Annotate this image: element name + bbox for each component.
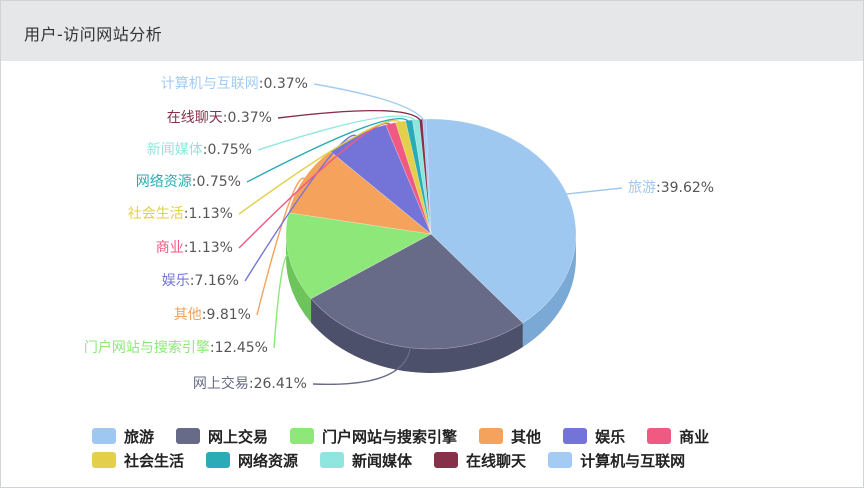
slice-label: 其他:9.81% xyxy=(174,307,251,323)
legend-item[interactable]: 网上交易 xyxy=(176,426,268,447)
legend-item[interactable]: 新闻媒体 xyxy=(320,450,412,471)
leader-line-在线聊天 xyxy=(277,109,422,122)
legend-swatch xyxy=(563,428,588,444)
legend-swatch xyxy=(92,452,116,468)
legend-item[interactable]: 旅游 xyxy=(92,426,154,447)
legend-swatch xyxy=(206,452,231,468)
legend-item[interactable]: 门户网站与搜索引擎 xyxy=(290,426,457,447)
legend-label: 网络资源 xyxy=(238,451,299,470)
legend-item[interactable]: 计算机与互联网 xyxy=(548,450,685,471)
slice-label: 新闻媒体:0.75% xyxy=(147,142,252,158)
leader-line-商业 xyxy=(238,122,393,249)
slice-labels: 旅游:39.62% 网上交易:26.41% 门户网站与搜索引擎:12.45% 其他:9… xyxy=(84,76,714,392)
chart-legend: 旅游 网上交易 门户网站与搜索引擎 其他 娱乐 商业 社会生活 网络资源 新闻媒体 在线聊天 计算… xyxy=(92,424,812,472)
legend-item[interactable]: 商业 xyxy=(647,426,709,447)
pie-chart: 旅游:39.62% 网上交易:26.41% 门户网站与搜索引擎:12.45% 其他:9… xyxy=(84,76,714,392)
legend-swatch xyxy=(647,428,672,444)
leader-line-其他 xyxy=(256,177,307,316)
leader-line-娱乐 xyxy=(244,134,359,282)
legend-item[interactable]: 娱乐 xyxy=(563,426,625,447)
legend-item[interactable]: 社会生活 xyxy=(92,450,184,471)
pie-slice-商业 xyxy=(385,122,432,235)
panel-title: 用户-访问网站分析 xyxy=(24,25,163,44)
legend-label: 新闻媒体 xyxy=(352,451,413,470)
legend-label: 商业 xyxy=(679,427,710,446)
pie-tops xyxy=(285,118,577,350)
legend-label: 门户网站与搜索引擎 xyxy=(322,427,458,446)
leader-line-新闻媒体 xyxy=(257,115,417,151)
leader-lines xyxy=(238,83,623,386)
legend-item[interactable]: 其他 xyxy=(479,426,541,447)
pie-slice-门户网站与搜索引擎 xyxy=(285,212,432,299)
legend-label: 旅游 xyxy=(124,427,155,446)
legend-label: 计算机与互联网 xyxy=(580,451,686,470)
slice-label: 网络资源:0.75% xyxy=(136,174,241,190)
legend-label: 社会生活 xyxy=(124,451,185,470)
slice-label: 计算机与互联网:0.37% xyxy=(161,76,308,92)
pie-slice-社会生活 xyxy=(395,120,432,235)
legend-swatch xyxy=(92,428,116,444)
legend-label: 娱乐 xyxy=(595,427,626,446)
leader-line-门户网站与搜索引擎 xyxy=(273,253,293,349)
legend-label: 网上交易 xyxy=(208,427,269,446)
slice-label: 网上交易:26.41% xyxy=(193,375,307,392)
leader-line-网上交易 xyxy=(312,345,412,386)
legend-row: 社会生活 网络资源 新闻媒体 在线聊天 计算机与互联网 xyxy=(92,448,812,472)
slice-label: 社会生活:1.13% xyxy=(128,206,233,222)
pie-side-门户网站与搜索引擎 xyxy=(286,234,312,323)
leader-line-旅游 xyxy=(563,187,623,195)
legend-swatch xyxy=(290,428,315,444)
legend-label: 其他 xyxy=(511,427,542,446)
legend-label: 在线聊天 xyxy=(466,451,527,470)
legend-swatch xyxy=(479,428,504,444)
pie-side-旅游 xyxy=(522,234,576,347)
leader-line-社会生活 xyxy=(238,120,402,215)
panel-header: 用户-访问网站分析 xyxy=(1,1,863,61)
legend-swatch xyxy=(176,428,201,444)
legend-item[interactable]: 网络资源 xyxy=(206,450,298,471)
legend-item[interactable]: 在线聊天 xyxy=(434,450,526,471)
legend-swatch xyxy=(320,452,345,468)
legend-swatch xyxy=(548,452,573,468)
slice-label: 娱乐:7.16% xyxy=(162,273,239,289)
legend-swatch xyxy=(434,452,459,468)
slice-label: 商业:1.13% xyxy=(156,240,233,256)
leader-line-计算机与互联网 xyxy=(313,83,426,122)
slice-label: 在线聊天:0.37% xyxy=(167,110,272,126)
pie-sides xyxy=(286,234,576,373)
leader-line-网络资源 xyxy=(246,117,411,183)
legend-row: 旅游 网上交易 门户网站与搜索引擎 其他 娱乐 商业 xyxy=(92,424,812,448)
slice-label: 旅游:39.62% xyxy=(628,180,714,196)
pie-slice-网络资源 xyxy=(405,119,432,235)
pie-side-网上交易 xyxy=(311,298,523,373)
slice-label: 门户网站与搜索引擎:12.45% xyxy=(84,339,268,356)
